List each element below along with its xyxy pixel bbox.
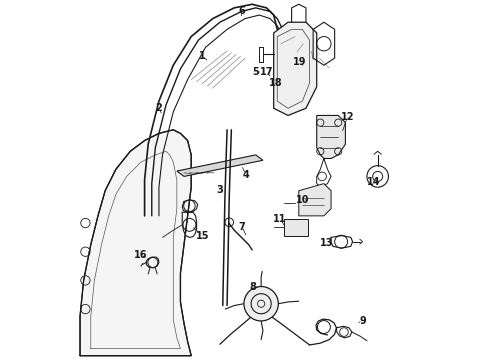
Text: 1: 1	[198, 51, 205, 61]
Text: 11: 11	[273, 214, 287, 224]
Polygon shape	[299, 184, 331, 216]
Text: 2: 2	[155, 103, 162, 113]
Text: 7: 7	[239, 222, 245, 231]
Polygon shape	[317, 116, 345, 158]
Polygon shape	[80, 130, 191, 356]
Text: 14: 14	[367, 177, 380, 187]
Text: 6: 6	[238, 6, 245, 17]
Polygon shape	[274, 22, 317, 116]
Text: 3: 3	[217, 185, 223, 195]
Text: 17: 17	[260, 67, 273, 77]
Text: 9: 9	[359, 316, 366, 326]
Text: 4: 4	[243, 170, 249, 180]
Text: 10: 10	[295, 195, 309, 205]
Circle shape	[244, 287, 278, 321]
Bar	[285, 220, 308, 235]
Text: 19: 19	[293, 57, 306, 67]
Text: 8: 8	[249, 282, 256, 292]
Polygon shape	[177, 155, 263, 176]
Text: 12: 12	[341, 112, 354, 122]
Text: 13: 13	[320, 238, 334, 248]
Text: 15: 15	[196, 231, 209, 240]
Text: 18: 18	[270, 78, 283, 88]
Text: 16: 16	[134, 249, 148, 260]
Text: 5: 5	[252, 67, 259, 77]
